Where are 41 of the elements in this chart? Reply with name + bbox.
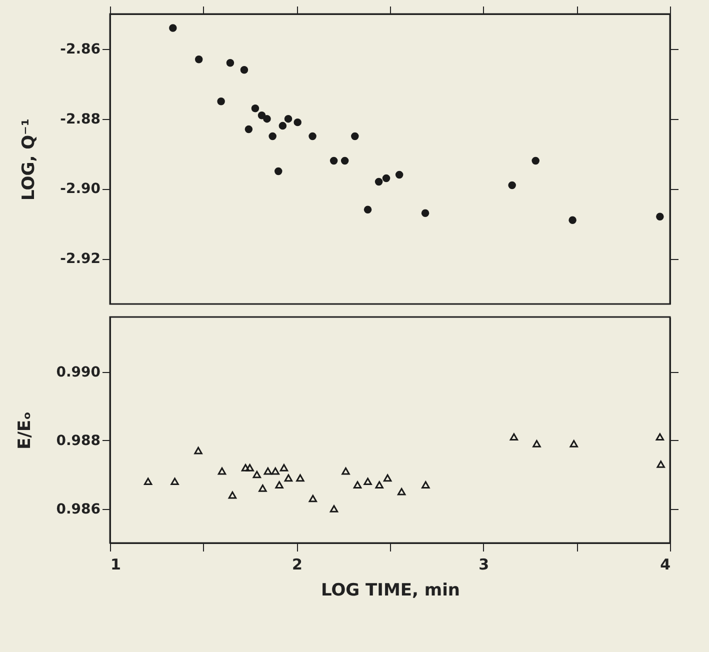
y-tick-label: 0.988 [56, 432, 100, 449]
point [340, 156, 349, 165]
point [656, 212, 664, 221]
point [508, 181, 516, 190]
point [532, 156, 540, 165]
point [217, 97, 225, 106]
y-axis-title: E/Eₒ [15, 412, 36, 450]
point [244, 125, 253, 134]
point [421, 209, 430, 218]
point [364, 206, 372, 214]
point [278, 122, 287, 130]
point [258, 111, 266, 120]
x-tick-label: 1 [110, 556, 121, 574]
point [240, 66, 248, 74]
point [194, 56, 203, 64]
x-tick-label: 4 [660, 556, 670, 574]
x-tick-label: 3 [478, 556, 490, 574]
y-tick-label: 0.990 [56, 364, 101, 380]
point [274, 167, 282, 176]
y-axis-title: LOG, Q⁻¹ [19, 118, 40, 200]
y-tick-label: -2.90 [60, 181, 101, 198]
x-axis-title: LOG TIME, min [320, 580, 460, 600]
point [330, 156, 338, 165]
point [374, 178, 383, 186]
point [294, 118, 302, 126]
point [263, 114, 271, 123]
point [395, 170, 404, 179]
point [308, 132, 316, 140]
y-tick-label: -2.86 [60, 41, 100, 58]
y-tick-label: 0.986 [56, 501, 100, 518]
point [226, 59, 234, 67]
y-tick-label: -2.92 [60, 251, 100, 268]
point [251, 104, 260, 112]
point [568, 216, 576, 224]
point [382, 174, 390, 182]
point [284, 114, 292, 123]
x-tick-label: 2 [292, 556, 302, 574]
y-tick-label: -2.88 [60, 111, 100, 128]
point [351, 132, 359, 140]
point [169, 24, 177, 32]
point [268, 132, 276, 140]
